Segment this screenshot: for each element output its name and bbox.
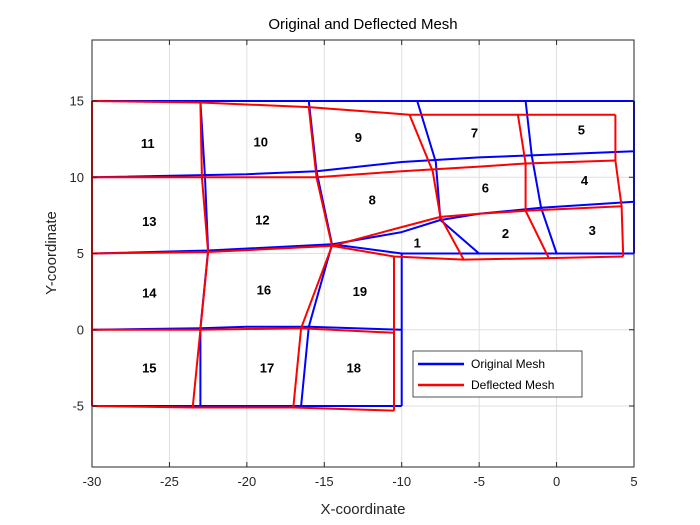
original-mesh-line <box>91 150 635 179</box>
chart-title: Original and Deflected Mesh <box>268 16 457 33</box>
deflected-mesh-line <box>191 102 210 408</box>
y-tick-label: -5 <box>72 399 84 414</box>
y-tick-label: 10 <box>70 170 84 185</box>
element-number-label: 2 <box>502 226 509 241</box>
y-axis-label: Y-coordinate <box>43 211 60 295</box>
deflected-mesh-line <box>91 405 395 412</box>
y-tick-label: 5 <box>77 246 84 261</box>
legend-label-original: Original Mesh <box>471 357 545 371</box>
element-number-label: 9 <box>355 130 362 145</box>
element-number-label: 14 <box>142 286 157 301</box>
element-number-label: 16 <box>257 283 271 298</box>
x-tick-label: -25 <box>160 474 179 489</box>
x-tick-label: 0 <box>553 474 560 489</box>
x-axis-label: X-coordinate <box>320 501 405 518</box>
x-tick-label: 5 <box>630 474 637 489</box>
y-tick-label: 15 <box>70 94 84 109</box>
element-number-label: 7 <box>471 126 478 141</box>
original-mesh-line <box>524 100 558 254</box>
element-number-label: 12 <box>255 212 269 227</box>
element-number-label: 18 <box>346 360 360 375</box>
element-number-label: 4 <box>581 173 589 188</box>
deflected-mesh-line <box>614 114 625 257</box>
element-number-label: 13 <box>142 214 156 229</box>
original-mesh-line <box>416 100 480 255</box>
original-mesh-line <box>91 325 402 331</box>
element-number-label: 3 <box>589 223 596 238</box>
x-tick-label: -5 <box>473 474 485 489</box>
legend: Original Mesh Deflected Mesh <box>412 350 583 398</box>
deflected-mesh-line <box>331 205 622 247</box>
x-tick-label: -15 <box>315 474 334 489</box>
legend-label-deflected: Deflected Mesh <box>471 378 554 392</box>
element-number-label: 10 <box>254 135 268 150</box>
element-number-label: 6 <box>482 180 489 195</box>
element-number-label: 5 <box>578 122 585 137</box>
deflected-mesh-line <box>92 327 395 334</box>
element-number-label: 19 <box>353 284 367 299</box>
x-tick-label: -30 <box>83 474 102 489</box>
original-mesh-line <box>331 200 635 246</box>
legend-box <box>412 350 583 398</box>
element-number-label: 11 <box>141 136 155 151</box>
x-tick-label: -20 <box>237 474 256 489</box>
deflected-mesh-line <box>408 114 465 261</box>
element-number-label: 1 <box>414 235 421 250</box>
deflected-mesh-line <box>91 100 616 116</box>
deflected-mesh-line <box>516 114 550 259</box>
y-tick-label: 0 <box>77 322 84 337</box>
element-number-label: 15 <box>142 360 156 375</box>
element-number-label: 17 <box>260 360 274 375</box>
x-tick-label: -10 <box>392 474 411 489</box>
deflected-mesh-line <box>292 106 333 408</box>
element-number-label: 8 <box>369 193 376 208</box>
